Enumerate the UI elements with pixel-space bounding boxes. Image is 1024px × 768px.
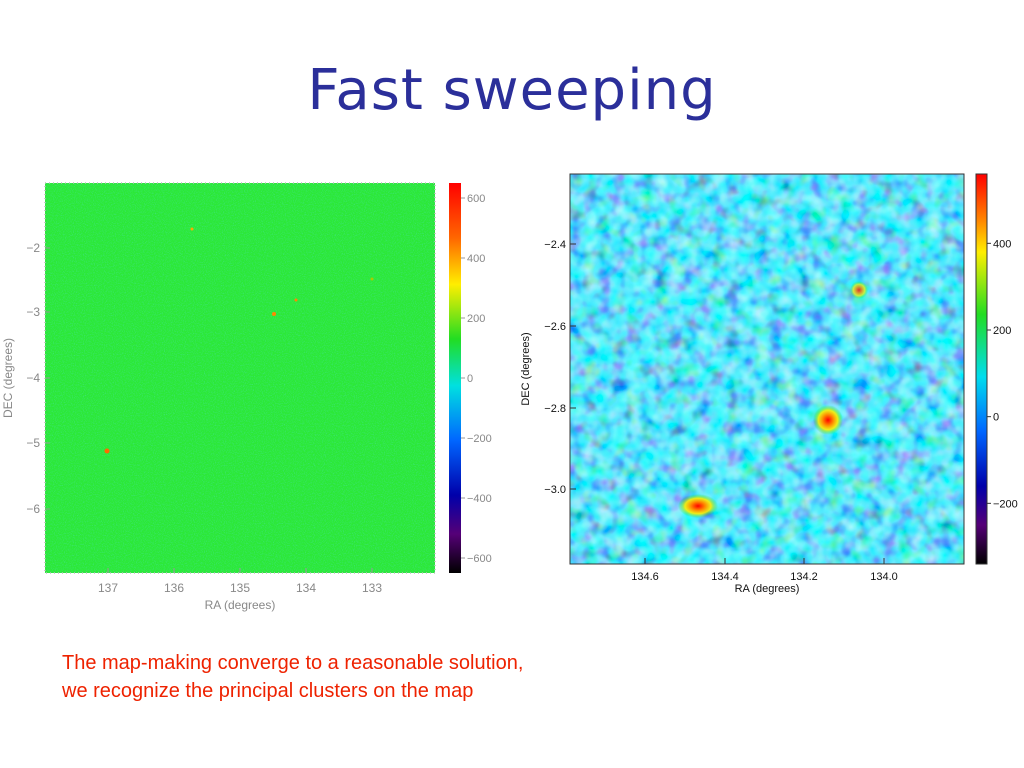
x-axis-label: RA (degrees) xyxy=(205,598,276,612)
x-tick-label: 135 xyxy=(230,581,250,595)
map-image xyxy=(570,174,964,564)
y-tick-label: −5 xyxy=(26,436,40,450)
source-spots xyxy=(104,227,374,454)
caption: The map-making converge to a reasonable … xyxy=(62,649,762,705)
colorbar-tick-label: 400 xyxy=(993,238,1011,250)
x-tick-label: 134 xyxy=(296,581,316,595)
full-field-map: −2−3−4−5−6 137 136 135 134 133 RA (degrees) … xyxy=(1,182,492,612)
zoomed-region-map: −2.4 −2.6 −2.8 −3.0 134.6 134.4 134.2 134.0 RA… xyxy=(520,173,1018,595)
x-tick-label: 137 xyxy=(98,581,118,595)
colorbar-tick-label: 400 xyxy=(467,253,485,265)
y-axis-label: DEC (degrees) xyxy=(520,332,532,405)
caption-line: The map-making converge to a reasonable … xyxy=(62,652,524,674)
y-tick-labels: −2 −3 −4 −5 −6 xyxy=(26,241,50,516)
colorbar-tick-label: 200 xyxy=(993,325,1011,337)
slide-title: Fast sweeping xyxy=(307,58,717,123)
y-tick-label: −3.0 xyxy=(544,484,566,496)
x-tick-label: 134.2 xyxy=(790,571,818,583)
y-tick-labels: −2.4 −2.6 −2.8 −3.0 xyxy=(544,239,576,496)
colorbar-tick-labels: 600 400 200 0 −200 −400 −600 xyxy=(461,193,492,565)
x-tick-labels: 134.6 134.4 134.2 134.0 xyxy=(631,558,898,583)
y-tick-label: −6 xyxy=(26,502,40,516)
x-tick-label: 134.4 xyxy=(711,571,739,583)
x-tick-labels: 137 136 135 134 133 xyxy=(98,568,382,595)
x-tick-label: 136 xyxy=(164,581,184,595)
colorbar-tick-label: −600 xyxy=(467,553,492,565)
colorbar-tick-label: 0 xyxy=(993,412,999,424)
colorbar-tick-label: 600 xyxy=(467,193,485,205)
colorbar-tick-labels: 400 200 0 −200 xyxy=(987,238,1018,510)
colorbar-tick-label: −200 xyxy=(993,498,1018,510)
colorbar-tick-label: 0 xyxy=(467,373,473,385)
cluster-spots xyxy=(678,281,868,518)
colorbar-tick-label: −200 xyxy=(467,433,492,445)
colorbar-tick-label: −400 xyxy=(467,493,492,505)
y-tick-label: −2 xyxy=(26,241,40,255)
x-tick-label: 133 xyxy=(362,581,382,595)
y-axis-label: DEC (degrees) xyxy=(1,338,15,418)
y-tick-label: −2.6 xyxy=(544,321,566,333)
color-bar xyxy=(449,183,461,573)
x-tick-label: 134.6 xyxy=(631,571,659,583)
y-tick-label: −2.8 xyxy=(544,403,566,415)
y-tick-label: −2.4 xyxy=(544,239,566,251)
colorbar-tick-label: 200 xyxy=(467,313,485,325)
x-axis-label: RA (degrees) xyxy=(735,583,800,595)
y-tick-label: −3 xyxy=(26,305,40,319)
y-tick-label: −4 xyxy=(26,371,40,385)
caption-line: we recognize the principal clusters on t… xyxy=(62,680,474,702)
x-tick-label: 134.0 xyxy=(870,571,898,583)
color-bar xyxy=(975,173,988,565)
